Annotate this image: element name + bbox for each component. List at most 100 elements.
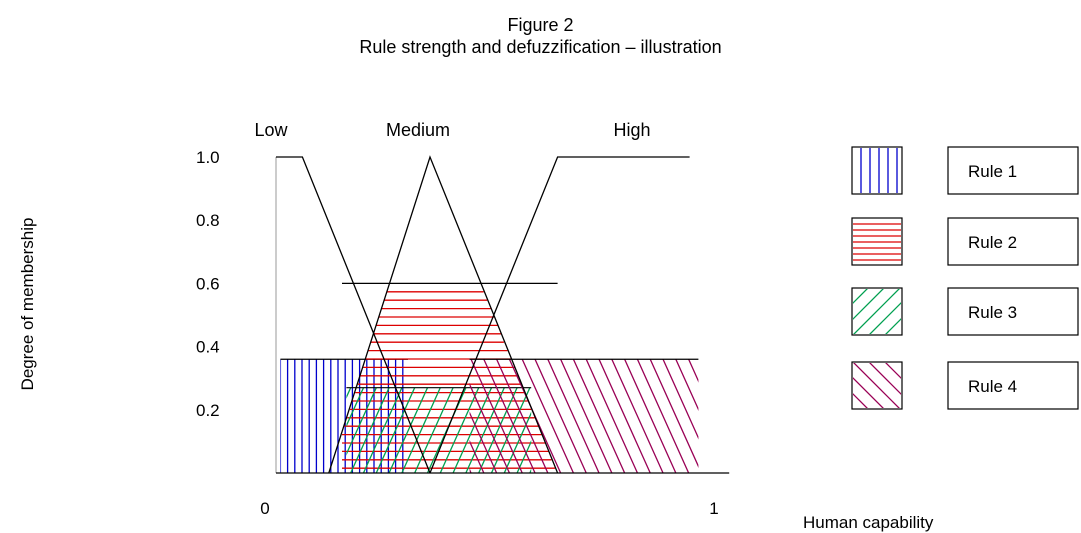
hatch-line <box>853 289 868 304</box>
hatch-line <box>778 359 829 473</box>
hatch-line <box>503 411 532 473</box>
hatch-line <box>688 359 699 383</box>
membership-line-low <box>276 156 431 474</box>
rule-region-4 <box>469 359 855 473</box>
hatch-line <box>465 387 505 473</box>
hatch-line <box>765 359 816 473</box>
x-tick-label: 1 <box>709 499 718 518</box>
rule-regions <box>261 282 855 473</box>
legend-label-box <box>947 361 1079 410</box>
membership-label-medium: Medium <box>386 120 450 140</box>
chart-subtitle: Rule strength and defuzzification – illu… <box>359 37 722 57</box>
hatch-line <box>483 359 536 473</box>
hatch-line <box>362 387 403 473</box>
x-axis-label: Human capability <box>803 513 934 532</box>
hatch-line <box>901 362 948 409</box>
hatch-line <box>346 387 377 456</box>
hatch-line <box>560 359 613 473</box>
hatch-line <box>885 318 901 334</box>
hatch-line <box>853 289 884 320</box>
hatch-line <box>388 387 429 473</box>
membership-functions: Low Medium High <box>254 120 690 474</box>
hatch-line <box>516 440 532 473</box>
hatch-line <box>869 363 901 395</box>
legend-label-rule-3: Rule 3 <box>968 303 1017 322</box>
hatch-line <box>611 359 664 473</box>
hatch-line <box>274 388 312 473</box>
hatch-line <box>624 359 677 473</box>
hatch-line <box>805 288 852 335</box>
hatch-line <box>853 289 900 334</box>
legend-hatch <box>805 362 948 409</box>
hatch-line <box>853 377 884 408</box>
hatch-line <box>261 388 299 473</box>
legend-label-rule-2: Rule 2 <box>968 233 1017 252</box>
hatch-line <box>375 387 416 473</box>
hatch-line <box>490 387 531 473</box>
hatch-line <box>439 387 480 473</box>
hatch-line <box>350 387 390 473</box>
hatch-line <box>414 387 454 473</box>
rule-region-3 <box>261 387 645 473</box>
hatch-line <box>534 359 587 473</box>
hatch-line <box>469 411 498 473</box>
legend-label-box <box>947 146 1079 195</box>
hatch-line <box>547 359 600 473</box>
hatch-line <box>869 302 901 334</box>
hatch-line <box>701 359 752 473</box>
legend-hatch <box>853 223 901 261</box>
hatch-line <box>299 388 337 473</box>
hatch-line <box>287 388 325 473</box>
hatch-line <box>740 359 791 473</box>
legend-swatch-rule-1 <box>851 146 903 195</box>
y-tick-label: 0.8 <box>196 211 220 230</box>
legend-label-box <box>947 287 1079 336</box>
hatch-line <box>805 362 852 409</box>
membership-line-high <box>429 156 690 474</box>
membership-label-low: Low <box>254 120 288 140</box>
hatch-line <box>753 359 804 473</box>
hatch-line <box>662 359 699 440</box>
tick-labels: 0.2 0.4 0.6 0.8 1.0 0 1 <box>196 148 719 518</box>
hatch-line <box>496 359 549 473</box>
hatch-line <box>804 359 855 473</box>
hatch-line <box>607 388 645 473</box>
hatch-line <box>885 363 901 379</box>
y-tick-label: 0.4 <box>196 338 220 357</box>
legend: Rule 1 Rule 2 Rule 3 Rule 4 <box>805 146 1079 410</box>
hatch-line <box>675 359 699 411</box>
hatch-line <box>401 387 441 473</box>
legend-label-rule-1: Rule 1 <box>968 162 1017 181</box>
hatch-line <box>555 388 593 473</box>
hatch-line <box>649 359 699 468</box>
legend-label-box <box>947 217 1079 266</box>
hatch-line <box>853 363 900 408</box>
legend-hatch <box>805 288 901 335</box>
chart-title: Figure 2 <box>507 15 574 35</box>
legend-label-rule-4: Rule 4 <box>968 377 1017 396</box>
hatch-line <box>594 388 632 473</box>
y-tick-label: 0.2 <box>196 401 220 420</box>
legend-swatch-rule-3 <box>805 287 903 336</box>
hatch-line <box>521 359 575 473</box>
legend-swatch-rule-4 <box>805 361 948 410</box>
hatch-line <box>470 359 523 473</box>
legend-swatch-box <box>851 146 903 195</box>
hatch-line <box>791 359 842 473</box>
hatch-line <box>469 439 485 473</box>
y-tick-label: 1.0 <box>196 148 220 167</box>
hatch-line <box>346 387 365 428</box>
hatch-line <box>636 359 690 473</box>
hatch-line <box>598 359 651 473</box>
hatch-line <box>727 359 778 473</box>
hatch-line <box>568 388 606 473</box>
x-tick-label: 0 <box>260 499 269 518</box>
hatch-line <box>478 387 518 473</box>
legend-hatch <box>860 148 898 193</box>
hatch-line <box>572 359 626 473</box>
y-axis-label: Degree of membership <box>18 218 37 391</box>
membership-label-high: High <box>613 120 650 140</box>
hatch-line <box>452 387 493 473</box>
legend-swatch-rule-2 <box>851 217 903 266</box>
